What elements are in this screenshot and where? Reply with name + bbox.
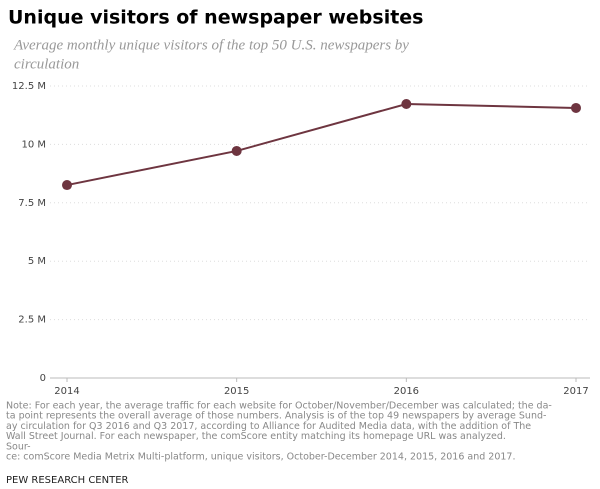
y-tick-label: 12.5 M <box>12 81 46 92</box>
line <box>66 102 577 187</box>
point <box>401 98 412 109</box>
chart-subtitle: Average monthly unique visitors of the t… <box>13 37 409 53</box>
x-tick-label: 2014 <box>54 386 79 397</box>
note: Sour- <box>6 441 31 452</box>
y-tick-label: 2.5 M <box>18 315 46 326</box>
point <box>571 102 581 113</box>
x-tick-label: 2017 <box>563 386 588 397</box>
point <box>62 180 72 191</box>
y-tick-label: 10 M <box>21 139 46 150</box>
chart-subtitle: circulation <box>14 56 79 72</box>
y-tick-label: 7.5 M <box>18 198 46 209</box>
note: ce: comScore Media Metrix Multi-platform… <box>6 452 515 463</box>
credit: PEW RESEARCH CENTER <box>6 475 129 486</box>
note: ay circulation for Q3 2016 and Q3 2017, … <box>6 421 531 432</box>
y-tick-label: 5 M <box>28 256 46 267</box>
note: ta point represents the overall average … <box>6 411 546 422</box>
chart-title: Unique visitors of newspaper websites <box>8 7 424 29</box>
point <box>231 145 242 156</box>
y-tick-label: 0 <box>40 373 46 384</box>
x-tick-label: 2016 <box>394 386 419 397</box>
note: Note: For each year, the average traffic… <box>6 401 552 412</box>
x-tick-label: 2015 <box>224 386 249 397</box>
note: Wall Street Journal. For each newspaper,… <box>6 431 506 442</box>
